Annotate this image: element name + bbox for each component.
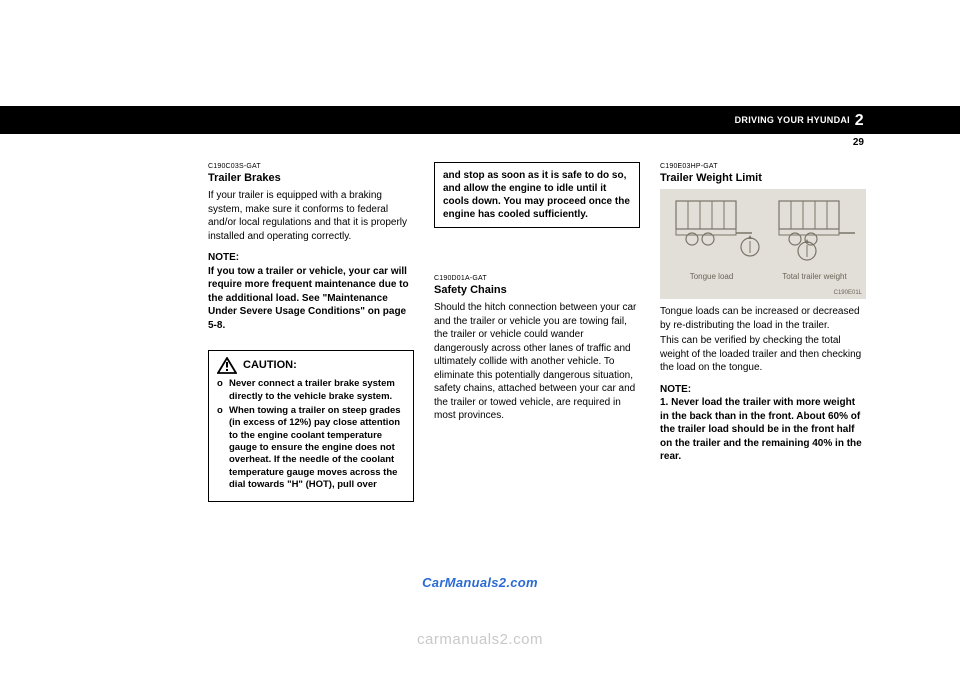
column-2: and stop as soon as it is safe to do so,… <box>434 162 640 502</box>
diagram-labels: Tongue load Total trailer weight <box>660 272 866 283</box>
trailer-left <box>660 195 763 269</box>
section-title: Trailer Brakes <box>208 171 414 186</box>
caution-item-text: When towing a trailer on steep grades (i… <box>229 405 405 491</box>
watermark-secondary: carmanuals2.com <box>417 631 543 648</box>
header-text: DRIVING YOUR HYUNDAI <box>735 115 850 125</box>
section-title: Safety Chains <box>434 283 640 298</box>
section-title: Trailer Weight Limit <box>660 171 866 186</box>
diagram-label-left: Tongue load <box>660 272 763 283</box>
caution-heading: CAUTION: <box>217 357 405 374</box>
diagram-label-right: Total trailer weight <box>763 272 866 283</box>
caution-item: oNever connect a trailer brake system di… <box>217 378 405 403</box>
content-area: C190C03S-GAT Trailer Brakes If your trai… <box>208 162 868 502</box>
caution-label: CAUTION: <box>243 358 297 373</box>
section-code: C190C03S-GAT <box>208 162 414 171</box>
note-label: NOTE: <box>660 383 866 397</box>
chapter-number: 2 <box>855 112 864 129</box>
note-item: 1. Never load the trailer with more weig… <box>660 396 866 464</box>
page-number: 29 <box>853 137 864 148</box>
trailer-right <box>763 195 866 269</box>
diagram-code: C190E01L <box>834 289 862 297</box>
body-text: This can be verified by checking the tot… <box>660 334 866 375</box>
section-code: C190D01A-GAT <box>434 274 640 283</box>
continuation-box: and stop as soon as it is safe to do so,… <box>434 162 640 228</box>
watermark-primary: CarManuals2.com <box>422 575 538 590</box>
note-body: If you tow a trailer or vehicle, your ca… <box>208 265 414 333</box>
column-1: C190C03S-GAT Trailer Brakes If your trai… <box>208 162 414 502</box>
warning-icon <box>217 357 237 374</box>
header-label: DRIVING YOUR HYUNDAI 2 <box>735 112 864 130</box>
caution-item-text: Never connect a trailer brake system dir… <box>229 378 405 403</box>
note-label: NOTE: <box>208 251 414 265</box>
body-text: Tongue loads can be increased or decreas… <box>660 305 866 332</box>
section-code: C190E03HP-GAT <box>660 162 866 171</box>
caution-box: CAUTION: oNever connect a trailer brake … <box>208 350 414 502</box>
body-text: If your trailer is equipped with a braki… <box>208 189 414 243</box>
caution-item: oWhen towing a trailer on steep grades (… <box>217 405 405 491</box>
column-3: C190E03HP-GAT Trailer Weight Limit <box>660 162 866 502</box>
body-text: Should the hitch connection between your… <box>434 301 640 423</box>
trailer-diagram: Tongue load Total trailer weight C190E01… <box>660 189 866 299</box>
caution-list: oNever connect a trailer brake system di… <box>217 378 405 491</box>
